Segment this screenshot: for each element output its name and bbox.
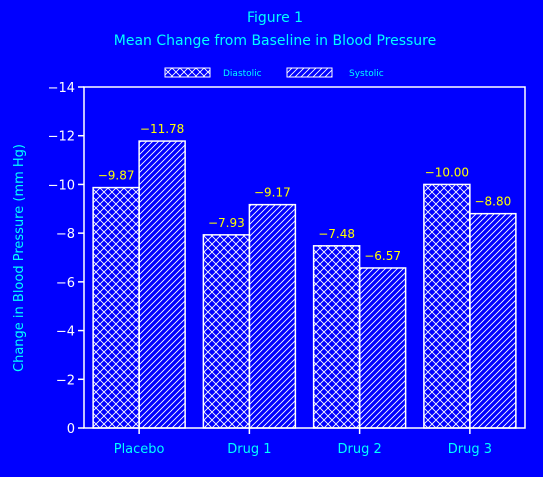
x-tick-label: Drug 2 <box>338 442 382 457</box>
x-tick-label: Placebo <box>114 442 165 457</box>
y-tick-label: −4 <box>56 325 75 340</box>
plot-frame <box>83 86 526 429</box>
y-tick-label: −12 <box>48 130 75 145</box>
bar-value-label: −7.48 <box>318 227 355 241</box>
x-tick-label: Drug 3 <box>448 442 492 457</box>
y-tick-label: 0 <box>67 422 75 437</box>
chart-subtitle: Mean Change from Baseline in Blood Press… <box>114 33 436 49</box>
y-axis-title: Change in Blood Pressure (mm Hg) <box>12 144 27 372</box>
legend-swatch-systolic <box>286 67 333 78</box>
bar-diastolic <box>92 186 140 429</box>
legend-label-systolic: Systolic <box>349 69 384 79</box>
plot-area: 0 −2 −4 −6 −8 −10 −12 −14 Placebo −9.87 −11.78 Drug… <box>48 81 526 457</box>
bar-value-label: −10.00 <box>425 165 469 179</box>
x-tick-label: Drug 1 <box>227 442 271 457</box>
bar-diastolic <box>312 245 361 429</box>
bar-value-label: −7.93 <box>208 216 245 230</box>
bar-value-label: −6.57 <box>364 249 401 263</box>
bar-systolic <box>358 267 407 429</box>
y-tick-label: −14 <box>48 81 75 96</box>
chart-title: Figure 1 <box>247 10 303 26</box>
legend-swatch-diastolic <box>164 67 211 78</box>
bar-systolic <box>138 140 186 429</box>
y-tick-label: −2 <box>56 373 75 388</box>
legend: Diastolic Systolic <box>164 67 384 79</box>
bar-diastolic <box>202 234 251 429</box>
bar-value-label: −9.17 <box>254 186 291 200</box>
bar-value-label: −8.80 <box>474 195 511 209</box>
legend-label-diastolic: Diastolic <box>223 69 262 79</box>
bar-value-label: −11.78 <box>140 122 184 136</box>
bar-value-label: −9.87 <box>98 169 135 183</box>
bar-diastolic <box>423 183 471 429</box>
bar-systolic <box>469 212 517 429</box>
y-tick-label: −8 <box>56 227 75 242</box>
bar-systolic <box>248 203 297 429</box>
y-tick-label: −6 <box>56 276 75 291</box>
y-tick-label: −10 <box>48 178 75 193</box>
